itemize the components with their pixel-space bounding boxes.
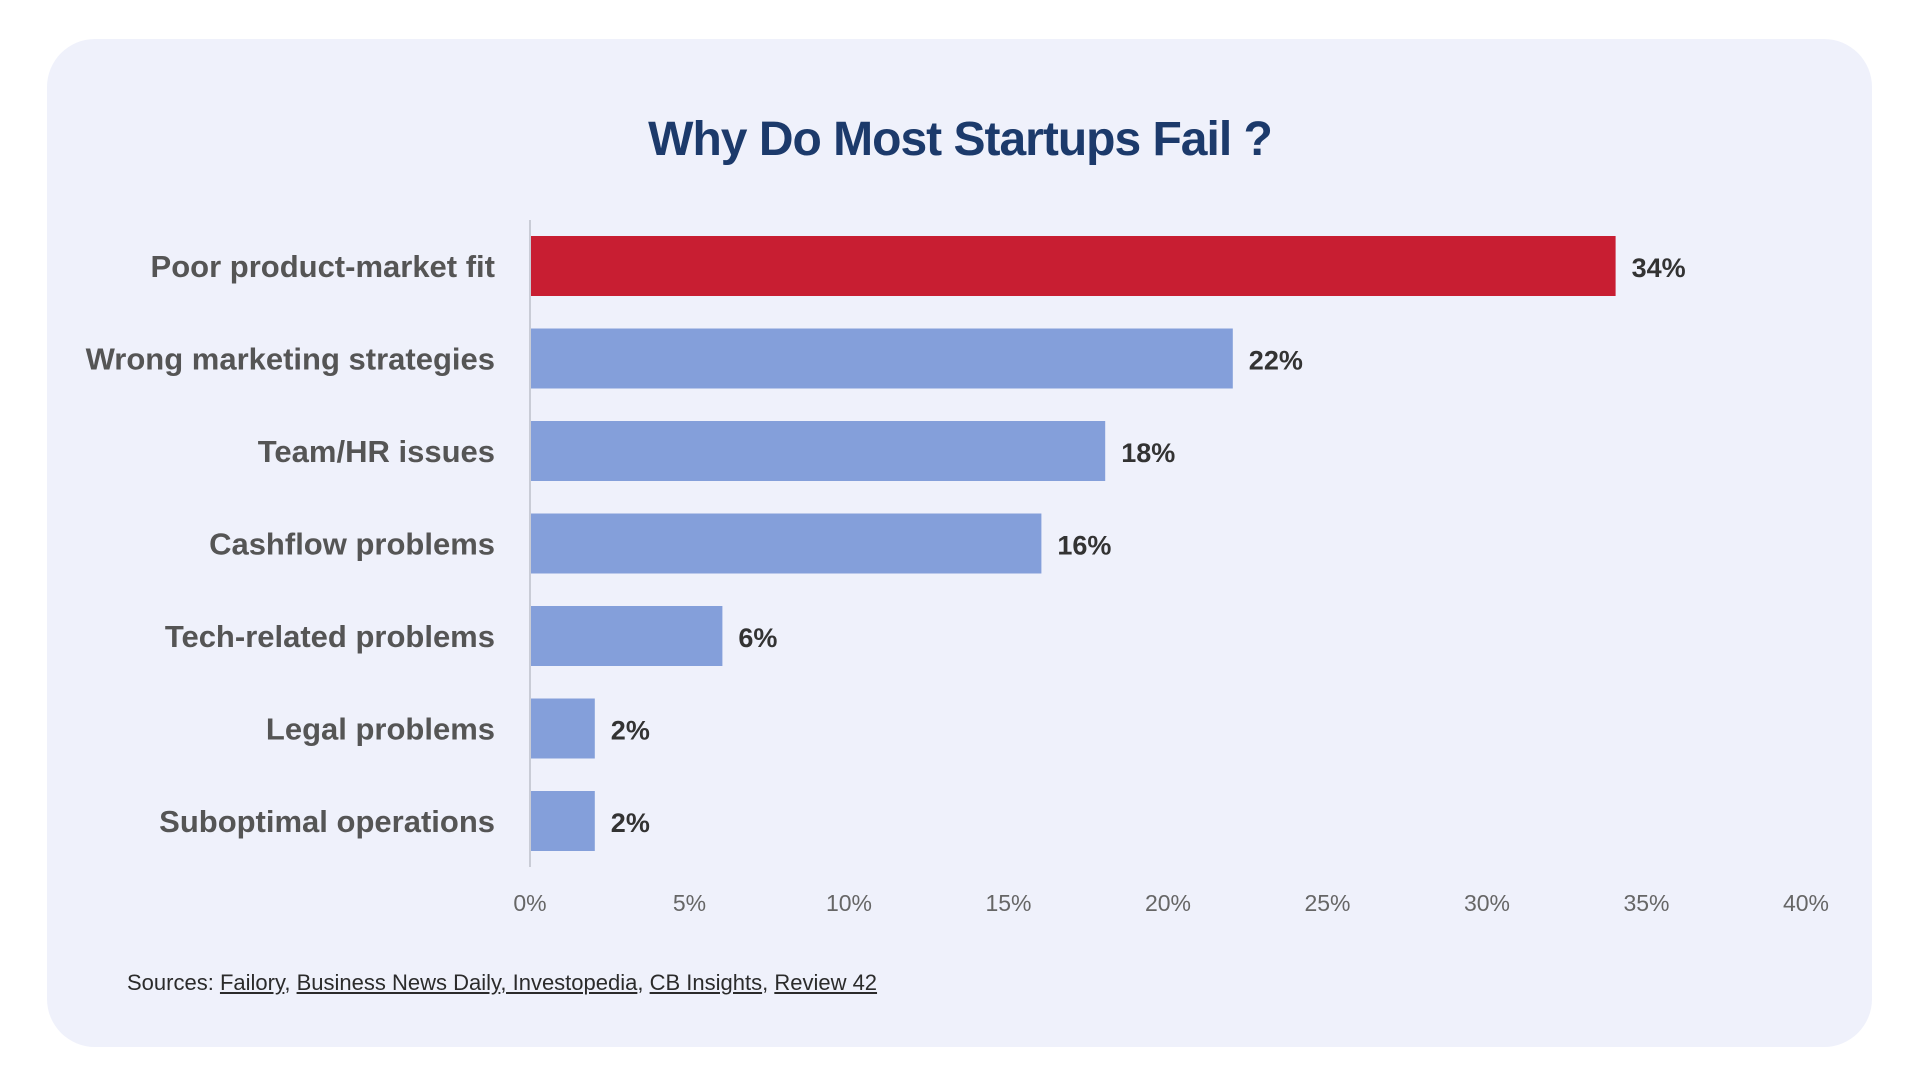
x-tick-label: 10% (826, 890, 872, 916)
category-label: Suboptimal operations (159, 804, 495, 839)
category-label: Team/HR issues (258, 434, 495, 469)
x-tick-label: 40% (1783, 890, 1829, 916)
category-label: Poor product-market fit (151, 249, 495, 284)
bar (531, 513, 1042, 574)
chart-title: Why Do Most Startups Fail ? (648, 113, 1273, 166)
bar (531, 791, 595, 851)
source-link-investopedia[interactable]: Investopedia (506, 970, 638, 995)
x-tick-label: 35% (1623, 890, 1669, 916)
data-label: 2% (611, 716, 650, 746)
bar (531, 606, 723, 666)
source-link-review-42[interactable]: Review 42 (774, 970, 878, 995)
source-link-failory[interactable]: Failory (219, 970, 285, 995)
bar (531, 698, 595, 759)
category-label: Cashflow problems (209, 527, 495, 562)
category-label: Legal problems (266, 712, 495, 747)
data-label: 6% (738, 623, 777, 653)
category-label: Wrong marketing strategies (86, 342, 495, 377)
bar (531, 236, 1616, 296)
data-label: 16% (1057, 531, 1111, 561)
bar (531, 421, 1106, 481)
sources-label: Sources: (127, 970, 214, 995)
sources-line: Sources: Failory, Business News Daily, I… (127, 970, 878, 995)
data-label: 18% (1121, 438, 1175, 468)
source-link-business-news-daily[interactable]: Business News Daily (296, 970, 501, 995)
x-tick-label: 5% (673, 890, 706, 916)
x-tick-label: 15% (985, 890, 1031, 916)
data-label: 2% (611, 808, 650, 838)
data-label: 22% (1249, 346, 1303, 376)
x-tick-label: 20% (1145, 890, 1191, 916)
x-tick-label: 30% (1464, 890, 1510, 916)
category-label: Tech-related problems (165, 619, 495, 654)
bar (531, 328, 1233, 389)
x-tick-label: 25% (1304, 890, 1350, 916)
x-tick-label: 0% (513, 890, 546, 916)
data-label: 34% (1632, 253, 1686, 283)
source-link-cb-insights[interactable]: CB Insights (649, 970, 763, 995)
